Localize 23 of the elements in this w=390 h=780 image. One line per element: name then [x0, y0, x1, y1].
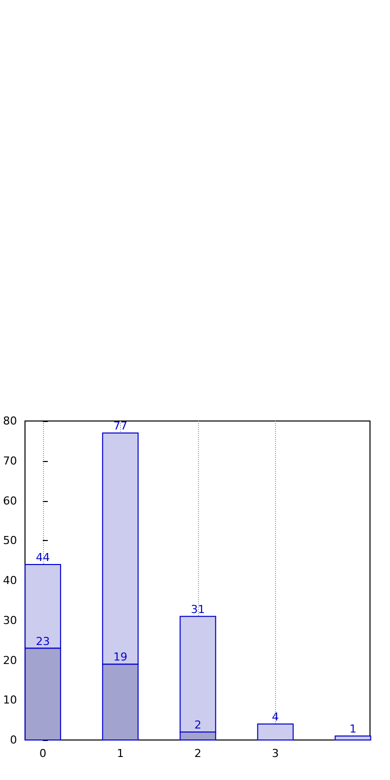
x-tick-label: 3 [272, 747, 279, 760]
x-tick-label: 2 [194, 747, 202, 760]
y-tick-label: 30 [2, 614, 17, 627]
total-label: 1 [349, 722, 356, 736]
data-label: 2 [194, 718, 202, 732]
x-tick-label: 0 [39, 747, 46, 760]
total-label: 31 [190, 602, 205, 616]
bar [257, 724, 294, 740]
y-tick-label: 80 [2, 414, 17, 428]
y-tick-label: 0 [10, 734, 17, 746]
y-tick-label: 50 [2, 534, 17, 548]
data-label: 19 [113, 650, 128, 664]
y-tick-label: 70 [2, 454, 17, 468]
y-tick-label: 10 [2, 694, 17, 707]
data-label: 23 [36, 634, 50, 648]
y-tick-label: 40 [2, 574, 17, 587]
y-tick-label: 60 [2, 494, 17, 508]
x-tick-label: 1 [116, 747, 124, 760]
total-label: 44 [36, 551, 50, 564]
y-tick-label: 20 [2, 654, 17, 667]
bar [334, 736, 372, 740]
total-label: 4 [272, 710, 279, 724]
total-label: 77 [113, 419, 128, 432]
